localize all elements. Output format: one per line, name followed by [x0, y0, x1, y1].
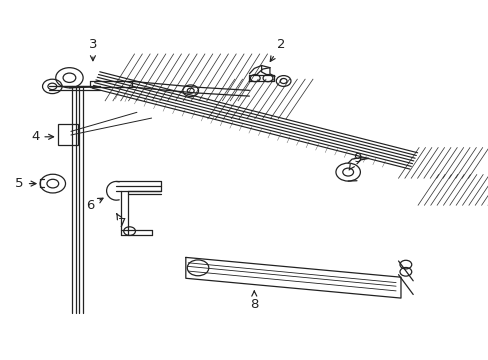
Text: 4: 4 — [31, 130, 54, 143]
Text: 7: 7 — [117, 214, 126, 230]
Text: 2: 2 — [270, 39, 285, 62]
Text: 3: 3 — [88, 39, 97, 61]
Bar — [58, 124, 78, 145]
Text: 8: 8 — [249, 291, 258, 311]
Text: 5: 5 — [15, 177, 36, 190]
Text: 6: 6 — [86, 198, 103, 212]
Text: 9: 9 — [348, 152, 361, 170]
